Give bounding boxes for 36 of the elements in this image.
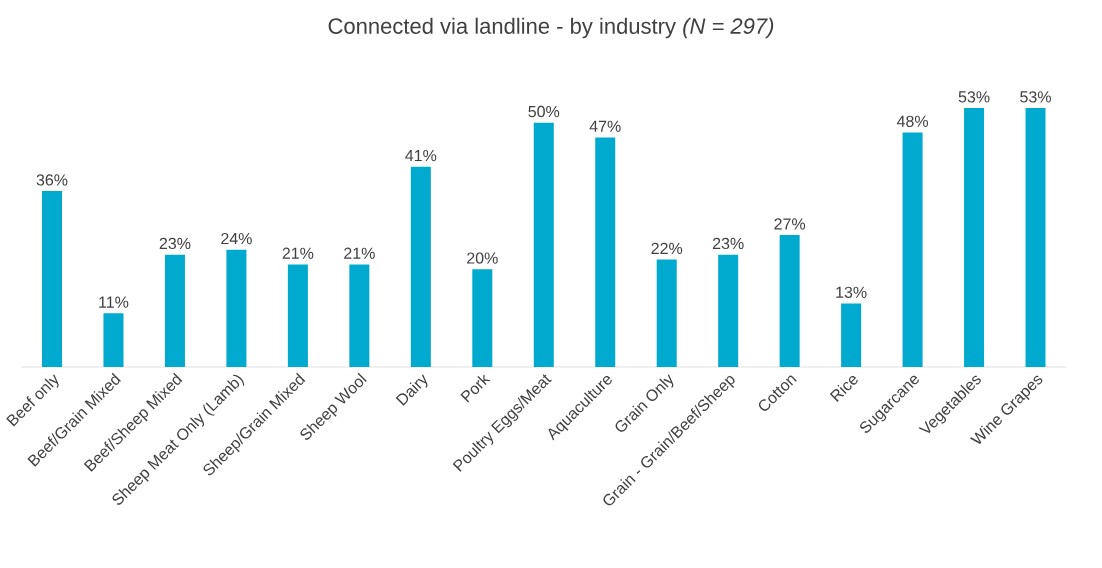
data-label: 20% (467, 252, 498, 264)
bar (42, 191, 62, 367)
data-label: 48% (896, 115, 929, 127)
bar (533, 122, 554, 367)
bar (595, 137, 616, 367)
bar (718, 254, 739, 367)
data-label: 21% (344, 247, 375, 259)
data-label: 53% (1020, 91, 1051, 103)
bar (410, 166, 431, 367)
data-label: 41% (405, 149, 437, 162)
data-label: 47% (589, 120, 621, 132)
bar (1025, 108, 1046, 367)
bar (103, 313, 124, 367)
chart-title: Connected via landline - by industry (N = 297) (328, 17, 774, 39)
bar (779, 235, 800, 367)
data-label: 22% (651, 242, 683, 254)
data-label: 36% (36, 174, 68, 186)
bar (656, 259, 677, 367)
data-label: 27% (774, 218, 806, 230)
bar (226, 249, 247, 367)
bar (841, 303, 862, 367)
data-label: 13% (836, 286, 867, 298)
data-label: 21% (282, 247, 314, 259)
bar (287, 264, 308, 367)
bar (164, 254, 185, 367)
data-label: 11% (99, 296, 129, 308)
data-label: 24% (221, 232, 252, 245)
data-label: 53% (958, 91, 990, 103)
data-label: 50% (528, 105, 560, 118)
bar (902, 132, 923, 367)
data-label: 23% (712, 237, 744, 250)
bar (472, 269, 493, 367)
bar (964, 108, 985, 367)
x-tick-label: Rice (829, 376, 858, 402)
data-label: 23% (159, 237, 191, 250)
bar (349, 264, 370, 367)
